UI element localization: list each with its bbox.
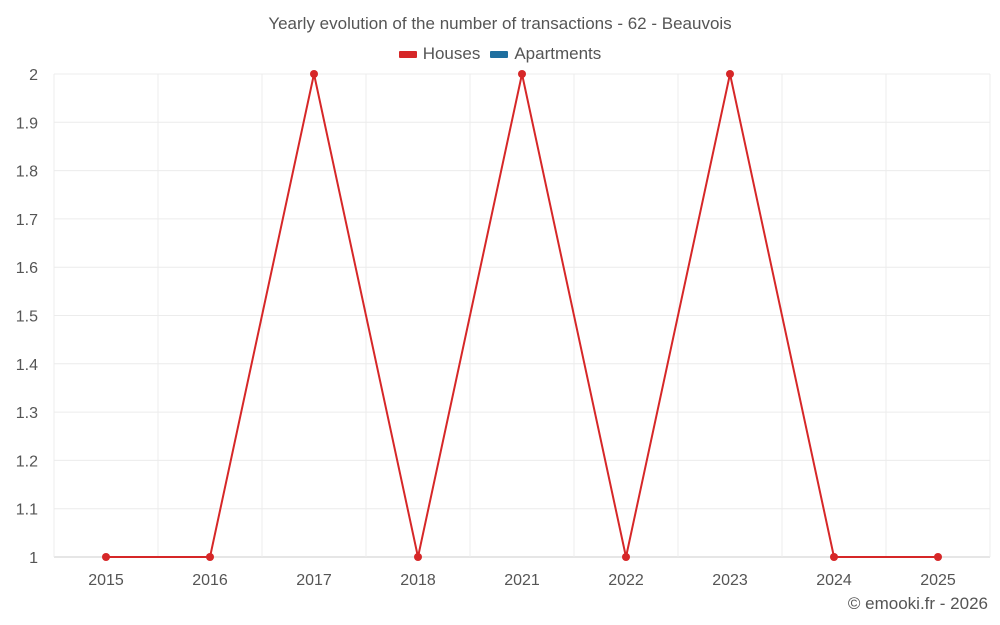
axes: 1 1.1 1.2 1.3 1.4 1.5 1.6 1.7 1.8 1.9 2 2015 2016 201… (16, 67, 956, 589)
data-point-houses[interactable] (518, 70, 526, 78)
data-point-houses[interactable] (622, 553, 630, 561)
data-point-houses[interactable] (414, 553, 422, 561)
legend-swatch-apartments (490, 50, 509, 58)
x-tick-label: 2017 (296, 572, 332, 589)
y-tick-label: 1.2 (16, 453, 38, 470)
data-point-houses[interactable] (934, 553, 942, 561)
data-point-houses[interactable] (310, 70, 318, 78)
data-point-houses[interactable] (206, 553, 214, 561)
x-tick-label: 2025 (920, 572, 956, 589)
y-tick-label: 1.7 (16, 212, 38, 229)
legend: Houses Apartments (0, 44, 1000, 64)
legend-item-houses[interactable]: Houses (398, 44, 481, 64)
legend-label-houses: Houses (422, 44, 481, 63)
legend-swatch-houses (398, 50, 417, 58)
x-tick-label: 2018 (400, 572, 436, 589)
y-tick-label: 2 (29, 67, 38, 84)
legend-label-apartments: Apartments (514, 44, 602, 63)
y-tick-label: 1.6 (16, 260, 38, 277)
y-tick-label: 1.9 (16, 115, 38, 132)
data-point-houses[interactable] (102, 553, 110, 561)
legend-item-apartments[interactable]: Apartments (490, 44, 601, 64)
credit-text: © emooki.fr - 2026 (847, 594, 988, 613)
x-tick-label: 2021 (504, 572, 540, 589)
grid (53, 73, 991, 558)
y-tick-label: 1.5 (16, 309, 38, 326)
y-tick-label: 1.3 (16, 405, 38, 422)
x-tick-label: 2016 (192, 572, 228, 589)
y-tick-label: 1 (29, 550, 38, 567)
series-layer (102, 70, 942, 561)
x-tick-label: 2024 (816, 572, 852, 589)
x-tick-label: 2015 (88, 572, 124, 589)
y-tick-label: 1.4 (16, 357, 38, 374)
data-point-houses[interactable] (830, 553, 838, 561)
data-point-houses[interactable] (726, 70, 734, 78)
x-tick-label: 2022 (608, 572, 644, 589)
chart-title: Yearly evolution of the number of transa… (268, 14, 732, 33)
x-tick-label: 2023 (712, 572, 748, 589)
y-tick-label: 1.8 (16, 164, 38, 181)
y-tick-label: 1.1 (16, 502, 38, 519)
